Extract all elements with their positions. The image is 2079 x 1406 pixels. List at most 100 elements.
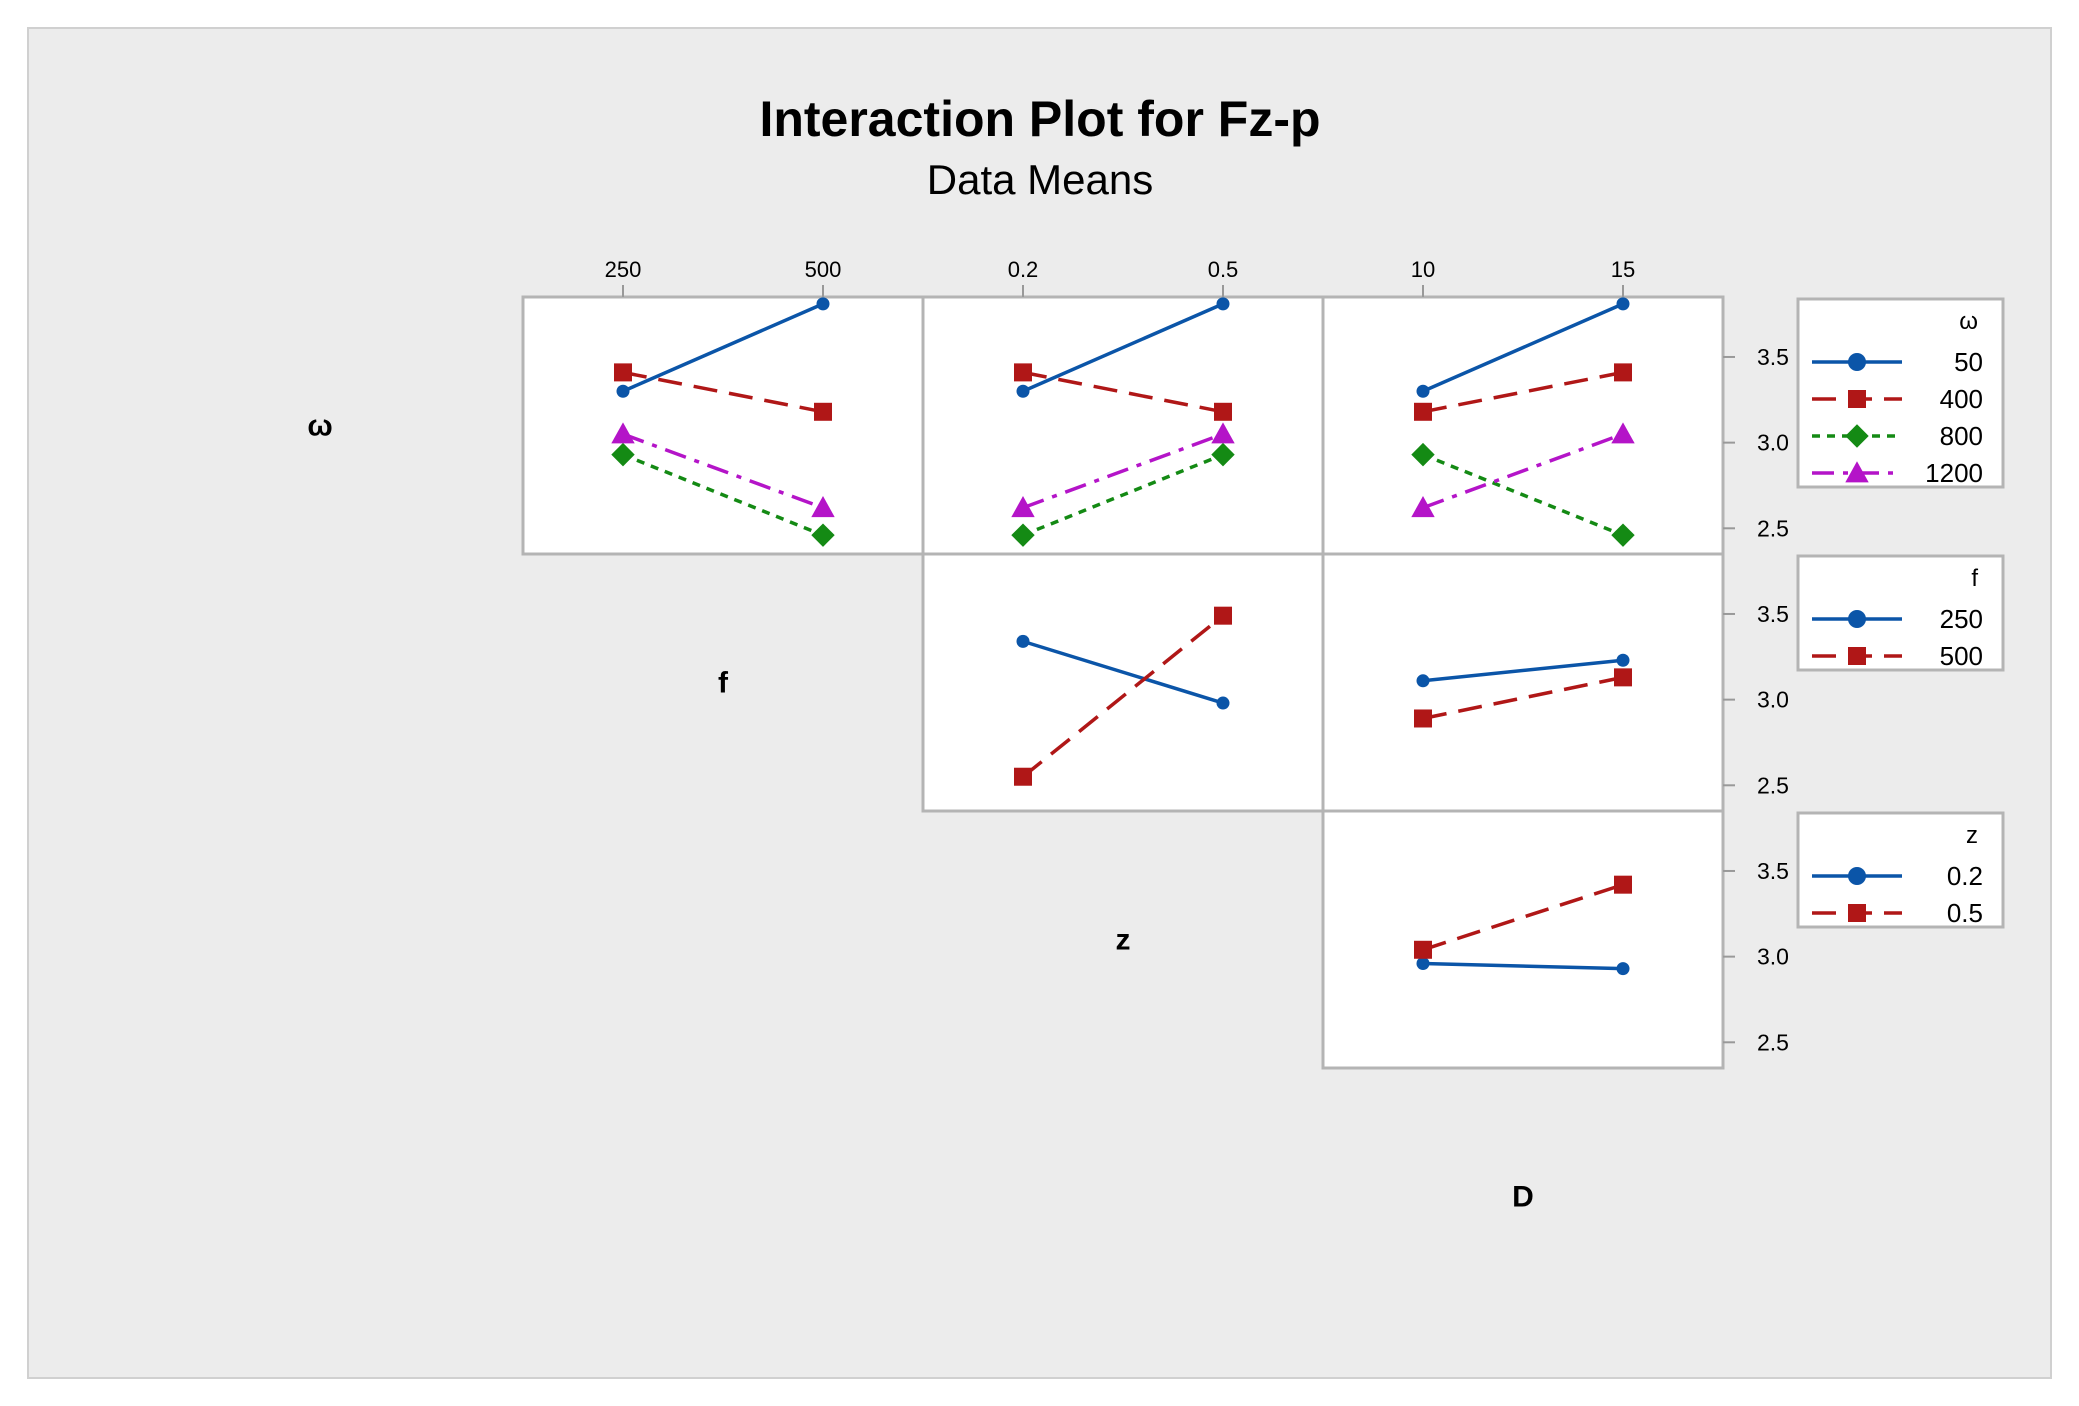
panels-layer	[521, 295, 1725, 1070]
point-f-500-high	[1214, 606, 1232, 625]
diagonal-labels-layer: ω f z D	[307, 410, 1534, 1214]
y-axis-tick-label: 2.5	[1757, 772, 1789, 798]
panel-f-by-z	[921, 552, 1325, 813]
chart-subtitle: Data Means	[927, 156, 1153, 203]
top-axis-tick-label: 10	[1411, 257, 1435, 282]
legend-marker-800	[1845, 424, 1869, 448]
series-line-f-250	[1022, 639, 1224, 705]
legend-label-0.2: 0.2	[1947, 861, 1983, 891]
point-ω-1200-low	[611, 422, 635, 444]
panel-frame	[921, 295, 1325, 556]
point-z-0.2-high	[1616, 962, 1630, 976]
series-line-ω-800	[1422, 453, 1624, 537]
series-line-ω-1200	[1022, 432, 1224, 510]
panel-frame	[1321, 295, 1725, 556]
y-axis-tick-label: 2.5	[1757, 515, 1789, 541]
point-ω-50-high	[816, 297, 830, 311]
top-axis-tick-label: 0.5	[1208, 257, 1239, 282]
point-ω-1200-low	[1011, 496, 1035, 518]
point-ω-800-high	[811, 523, 835, 547]
point-ω-1200-high	[1211, 422, 1235, 444]
series-line-ω-1200	[622, 432, 824, 510]
series-line-ω-1200	[1422, 432, 1624, 510]
point-ω-50-low	[1416, 384, 1430, 398]
legend-marker-50	[1848, 353, 1866, 371]
point-ω-1200-high	[1611, 422, 1635, 444]
legend-title: ω	[1959, 308, 1978, 335]
point-ω-800-low	[611, 442, 635, 467]
legend-frame	[1796, 297, 2005, 489]
y-axis-tick-label: 3.0	[1757, 687, 1789, 713]
legend-title: f	[1971, 565, 1978, 592]
legend-label-400: 400	[1940, 384, 1983, 414]
series-line-z-0.2	[1422, 961, 1624, 971]
top-axis-tick-label: 250	[605, 257, 642, 282]
legend-frame	[1796, 811, 2005, 929]
factor-label-z: z	[1116, 924, 1131, 957]
point-z-0.5-low	[1414, 940, 1432, 959]
factor-label-D: D	[1512, 1181, 1534, 1214]
legend-marker-0.5	[1848, 904, 1866, 922]
point-ω-50-low	[616, 384, 630, 398]
legend-title: z	[1966, 822, 1978, 849]
point-z-0.2-low	[1416, 956, 1430, 970]
chart-title: Interaction Plot for Fz-p	[759, 91, 1320, 147]
series-line-ω-800	[1022, 453, 1224, 537]
point-ω-1200-low	[1411, 496, 1435, 518]
y-axis-tick-label: 3.5	[1757, 858, 1789, 884]
y-axis-tick-label: 3.5	[1757, 344, 1789, 370]
point-ω-50-low	[1016, 384, 1030, 398]
series-line-ω-800	[622, 453, 824, 537]
panel-z-by-D	[1321, 809, 1725, 1070]
point-ω-400-high	[1214, 402, 1232, 421]
legend-label-250: 250	[1940, 604, 1983, 634]
series-line-f-250	[1422, 658, 1624, 683]
panel-f-by-D	[1321, 552, 1725, 813]
legend-marker-400	[1848, 390, 1866, 408]
legend-marker-1200	[1845, 461, 1869, 483]
point-f-500-low	[1414, 709, 1432, 728]
factor-label-f: f	[718, 667, 729, 700]
y-axis-tick-label: 2.5	[1757, 1029, 1789, 1055]
point-f-250-high	[1616, 653, 1630, 667]
point-f-250-low	[1416, 674, 1430, 688]
axes-layer: 250 500 0.2 0.5 10 15 2.5 3.0 3.5 2.5 3.0 3.5 2.5 3.0…	[605, 257, 1789, 1055]
point-ω-1200-high	[811, 496, 835, 518]
point-ω-400-high	[814, 402, 832, 421]
legend-marker-0.2	[1848, 867, 1866, 885]
legend-marker-250	[1848, 610, 1866, 628]
legend-label-50: 50	[1954, 347, 1983, 377]
point-ω-50-high	[1616, 297, 1630, 311]
point-z-0.5-high	[1614, 875, 1632, 894]
point-ω-800-high	[1211, 442, 1235, 467]
legend-z: z 0.2 0.5	[1796, 811, 2005, 929]
series-line-ω-50	[622, 302, 824, 393]
legend-ω: ω 50 400 800 1200	[1796, 297, 2005, 489]
point-ω-800-low	[1411, 442, 1435, 467]
point-f-250-high	[1216, 696, 1230, 710]
point-ω-400-low	[614, 363, 632, 382]
panel-ω-by-f	[521, 295, 925, 556]
legend-f: f 250 500	[1796, 554, 2005, 672]
top-axis-tick-label: 15	[1611, 257, 1635, 282]
top-axis-tick-label: 0.2	[1008, 257, 1039, 282]
y-axis-tick-label: 3.5	[1757, 601, 1789, 627]
point-ω-400-low	[1014, 363, 1032, 382]
point-f-500-low	[1014, 767, 1032, 786]
point-ω-400-high	[1614, 363, 1632, 382]
panel-frame	[921, 552, 1325, 813]
y-axis-tick-label: 3.0	[1757, 430, 1789, 456]
panel-ω-by-z	[921, 295, 1325, 556]
legends-layer: ω 50 400 800 1200 f 250 500 z 0.2 0.5	[1796, 297, 2005, 929]
point-ω-50-high	[1216, 297, 1230, 311]
panel-ω-by-D	[1321, 295, 1725, 556]
point-ω-800-high	[1611, 523, 1635, 547]
legend-label-1200: 1200	[1925, 458, 1983, 488]
legend-label-0.5: 0.5	[1947, 898, 1983, 928]
point-f-250-low	[1016, 634, 1030, 648]
series-line-ω-50	[1422, 302, 1624, 393]
panel-frame	[521, 295, 925, 556]
point-f-500-high	[1614, 668, 1632, 687]
y-axis-tick-label: 3.0	[1757, 944, 1789, 970]
